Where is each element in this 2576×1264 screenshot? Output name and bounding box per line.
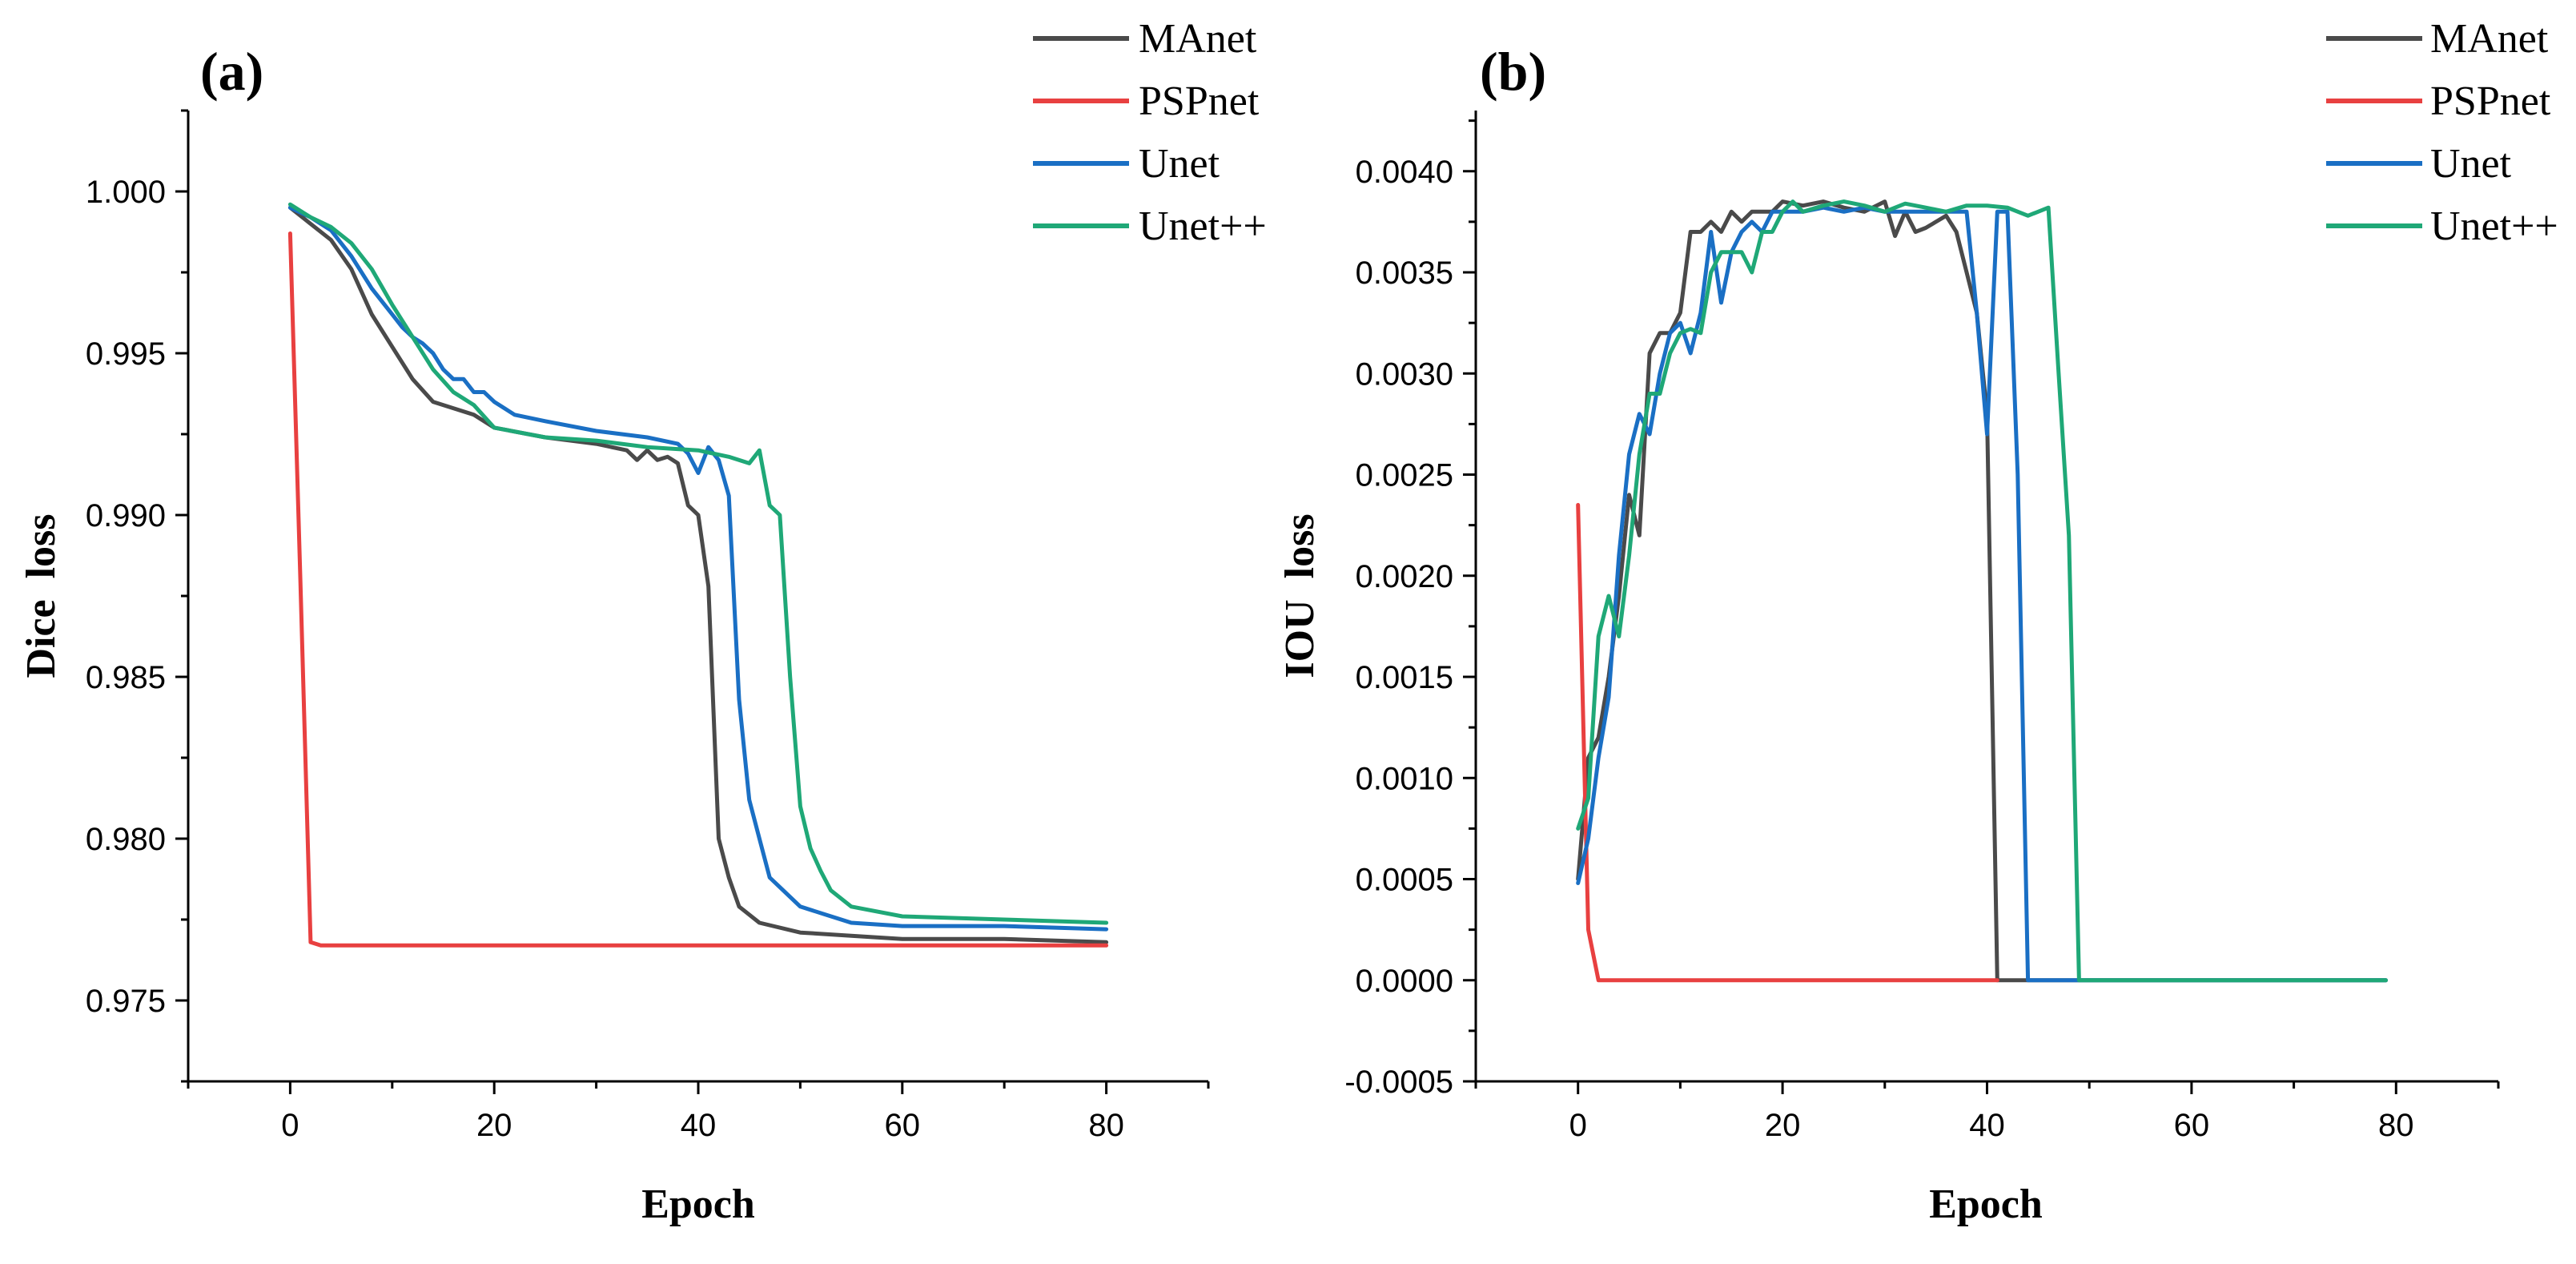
series-line-unetplusplus — [287, 202, 1109, 925]
series-line-unet — [287, 205, 1109, 932]
series-line-pspnet — [287, 231, 1109, 948]
y-tick-label: 0.0030 — [1356, 356, 1453, 392]
series-line-pspnet — [1576, 502, 1999, 983]
chart-panel-a: (a) 0 20 40 60 80 0.975 0.980 0.985 0.990 0.995 1.… — [18, 16, 1267, 1227]
panel-label: (a) — [200, 41, 263, 102]
y-tick-label: 0.0005 — [1356, 863, 1453, 898]
y-tick-label: -0.0005 — [1344, 1065, 1453, 1100]
legend-label-unet: Unet — [2430, 141, 2512, 187]
ticks: 0 20 40 60 80 -0.0005 0.0000 0.0005 0.0010 0.0015… — [1344, 119, 2500, 1143]
legend-label-pspnet: PSPnet — [2430, 78, 2551, 124]
legend-label-manet: MAnet — [1139, 16, 1257, 62]
x-tick-label: 0 — [281, 1108, 299, 1143]
legend-label-unetplusplus: Unet++ — [1139, 203, 1267, 249]
legend-label-pspnet: PSPnet — [1139, 78, 1260, 124]
panel-label: (b) — [1480, 41, 1546, 102]
series-line-unet — [1576, 205, 2388, 983]
legend-label-unetplusplus: Unet++ — [2430, 203, 2558, 249]
y-tick-label: 0.0035 — [1356, 256, 1453, 291]
x-tick-label: 40 — [1969, 1108, 2005, 1143]
y-axis-title: IOU loss — [1277, 513, 1323, 678]
y-axis-title: Dice loss — [18, 513, 64, 678]
series-line-manet — [287, 205, 1109, 944]
series-lines — [1576, 199, 2388, 983]
x-tick-label: 60 — [885, 1108, 921, 1143]
y-tick-label: 0.0040 — [1356, 155, 1453, 190]
y-tick-label: 0.0025 — [1356, 458, 1453, 493]
x-axis-title: Epoch — [641, 1181, 755, 1227]
y-tick-label: 0.980 — [86, 822, 166, 857]
series-lines — [287, 202, 1109, 948]
x-tick-label: 80 — [1088, 1108, 1124, 1143]
chart-panel-b: (b) 0 20 40 60 80 -0.0005 0.0000 0.0005 0.0010 0.… — [1277, 16, 2558, 1227]
y-tick-label: 0.985 — [86, 660, 166, 695]
y-tick-label: 0.0010 — [1356, 761, 1453, 796]
x-tick-label: 60 — [2174, 1108, 2210, 1143]
x-tick-label: 80 — [2378, 1108, 2414, 1143]
x-axis-title: Epoch — [1929, 1181, 2043, 1227]
x-tick-label: 0 — [1569, 1108, 1587, 1143]
y-tick-label: 0.975 — [86, 984, 166, 1019]
y-tick-label: 0.0020 — [1356, 559, 1453, 594]
legend-label-unet: Unet — [1139, 141, 1220, 187]
y-tick-label: 0.0015 — [1356, 660, 1453, 695]
y-tick-label: 0.995 — [86, 336, 166, 372]
x-tick-label: 20 — [476, 1108, 512, 1143]
x-tick-label: 40 — [681, 1108, 717, 1143]
legend: MAnet PSPnet Unet Unet++ — [1033, 16, 1267, 249]
x-tick-label: 20 — [1765, 1108, 1801, 1143]
axes — [1474, 111, 2498, 1083]
y-tick-label: 0.990 — [86, 498, 166, 533]
y-tick-label: 0.0000 — [1356, 964, 1453, 999]
series-line-unetplusplus — [1576, 199, 2388, 983]
legend-label-manet: MAnet — [2430, 16, 2549, 62]
ticks: 0 20 40 60 80 0.975 0.980 0.985 0.990 0.995 1.000 — [86, 109, 1210, 1143]
legend: MAnet PSPnet Unet Unet++ — [2326, 16, 2558, 249]
y-tick-label: 1.000 — [86, 175, 166, 210]
